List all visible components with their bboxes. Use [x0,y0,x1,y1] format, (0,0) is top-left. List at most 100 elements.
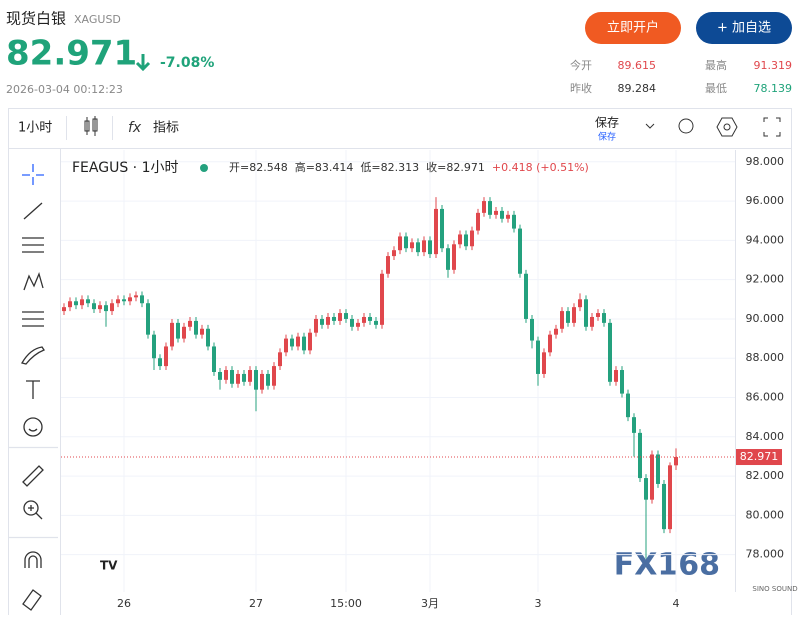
candle-body [506,214,510,219]
candle-body [158,358,162,367]
settings-icon-core [723,123,731,131]
dropdown[interactable] [645,123,655,129]
open-account-label[interactable]: 立即开户 [607,20,659,36]
candle-body [194,320,198,335]
candle-body [104,305,108,312]
candle-body [560,311,564,329]
save[interactable]: 保存 [595,116,619,130]
candle-body [140,295,144,304]
candle-body [254,370,258,390]
title: 现货白银 [6,10,66,28]
candle-body [650,454,654,500]
chart-frame [8,108,792,619]
fx-icon[interactable]: fx [128,120,142,136]
candle-body [458,234,462,245]
candle-body [596,313,600,317]
alert-icon[interactable] [678,118,694,134]
indicators[interactable]: 指标 [153,121,179,136]
candle-body [620,370,624,394]
candle-body [92,303,96,310]
candle-body [380,273,384,325]
candle-body [332,316,336,321]
candle-body [614,370,618,382]
candle-body [350,318,354,327]
y-tick-label: 88.000 [746,351,785,364]
last-price-tag [736,449,782,466]
candle-body [116,299,120,304]
candle-body [200,328,204,335]
open-account-button[interactable] [585,12,681,44]
candle-body [536,340,540,374]
candle-body [572,307,576,323]
candle-body [146,303,150,335]
candle-body [98,305,102,310]
candle-body [632,417,636,433]
candle-body [128,297,132,302]
y-tick-label: 98.000 [746,155,785,168]
candle-body [668,465,672,530]
candle-body [554,328,558,335]
legend-value: 高=83.414 [295,160,354,174]
candle-body [362,316,366,323]
watchlist-button[interactable] [696,12,792,44]
candle-body [80,299,84,306]
stat-value: 89.284 [618,82,657,95]
candle-type-icon[interactable] [84,116,98,136]
candle-body [482,201,486,213]
candle-body [314,318,318,333]
candle-body [428,240,432,255]
candle-body [452,244,456,270]
candle-body [386,256,390,274]
candle-body [398,236,402,251]
candle-body [626,393,630,418]
candle-body [518,228,522,274]
stat-value: 78.139 [754,82,793,95]
candle-body [212,346,216,372]
candle-body [86,299,90,304]
interval[interactable]: 1小时 [18,121,52,136]
candle-body [548,334,552,353]
stat-label: 昨收 [570,81,592,95]
legend-value: +0.418 (+0.51%) [492,161,589,174]
candle-body [122,299,126,302]
candle-body [344,313,348,319]
candle-body [236,373,240,384]
candle-body [422,240,426,253]
settings-icon[interactable] [716,117,738,137]
candle-body [638,432,642,479]
watermark: FX168 [614,548,720,583]
stat-label: 最低 [705,82,727,95]
candle-body [308,332,312,351]
candle-body [578,299,582,308]
candle-body [134,295,138,298]
candle-body [416,242,420,253]
candle-body [284,338,288,353]
x-tick-label: 15:00 [330,597,362,610]
y-tick-label: 96.000 [746,194,785,207]
candle-body [410,242,414,249]
candle-body [488,201,492,215]
candle-body [524,273,528,319]
candle-body [476,212,480,231]
drawing-tools[interactable] [9,164,58,611]
candle-body [590,316,594,327]
candle-body [152,334,156,359]
candle-body [500,210,504,219]
candle-body [62,307,66,312]
candle-body [272,366,276,386]
stat-label: 最高 [705,58,727,72]
y-tick-label: 86.000 [746,391,785,404]
y-tick-label: 94.000 [746,233,785,246]
candle-body [230,370,234,384]
candle-body [218,371,222,380]
stat-value: 89.615 [618,59,657,72]
candle-body [608,322,612,382]
candle-body [656,454,660,484]
candle-body [374,320,378,325]
candle-body [662,483,666,530]
x-tick-label: 27 [249,597,263,610]
watchlist-label[interactable]: + 加自选 [717,21,771,36]
change: -7.08% [160,55,214,71]
fullscreen-icon[interactable] [763,117,781,137]
